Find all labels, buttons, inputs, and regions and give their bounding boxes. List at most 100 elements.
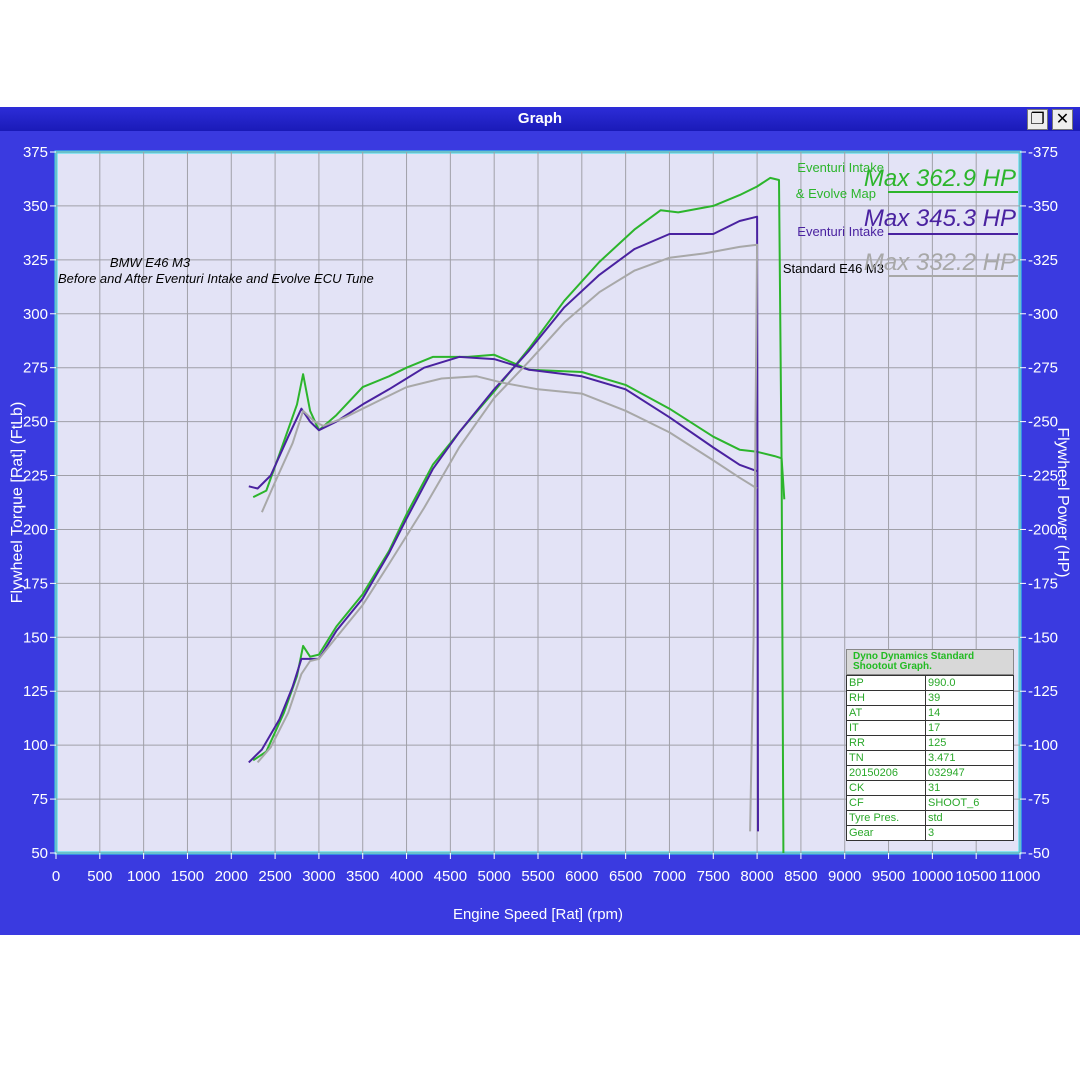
legend-max-1: Max 345.3 HP [864,205,1016,232]
y-left-tick-label: 125 [23,683,48,700]
info-value: std [925,810,1014,826]
x-tick-label: 2500 [258,868,291,885]
series-line-power-4 [256,243,759,832]
restore-window-icon[interactable]: ❐ [1027,109,1048,130]
x-tick-label: 8500 [784,868,817,885]
y-left-tick-label: 350 [23,198,48,215]
close-icon[interactable]: ✕ [1052,109,1073,130]
y-axis-left-label: Flywheel Torque [Rat] (FtLb) [9,402,26,604]
y-axis-right-ticks: -50 -75 -100 -125 -150 -175 -200 -225 -250 -275 -3… [1020,144,1058,862]
y-right-tick-label: -150 [1028,629,1058,646]
info-row: IT 17 [846,720,1014,736]
info-value: 3.471 [925,750,1014,766]
y-right-tick-label: -50 [1028,845,1050,862]
y-right-tick-label: -300 [1028,306,1058,323]
info-key: RR [846,735,926,751]
info-value: SHOOT_6 [925,795,1014,811]
x-tick-label: 0 [52,868,60,885]
legend-label-1: Eventuri Intake [797,224,884,239]
x-tick-label: 7500 [697,868,730,885]
y-right-tick-label: -200 [1028,521,1058,538]
chart-subtitle: Before and After Eventuri Intake and Evo… [58,271,374,286]
y-right-tick-label: -250 [1028,414,1058,431]
series-line-torque-5 [260,375,758,513]
y-right-tick-label: -325 [1028,252,1058,269]
y-left-tick-label: 250 [23,414,48,431]
info-key: CK [846,780,926,796]
window-titlebar[interactable]: Graph ❐ ✕ [0,107,1080,131]
info-key: IT [846,720,926,736]
info-key: RH [846,690,926,706]
info-box-header: Dyno Dynamics Standard Shootout Graph. [846,649,1014,675]
info-row: RR 125 [846,735,1014,751]
info-key: CF [846,795,926,811]
x-tick-label: 5500 [521,868,554,885]
y-left-tick-label: 175 [23,575,48,592]
y-left-tick-label: 225 [23,468,48,485]
info-key: Tyre Pres. [846,810,926,826]
x-tick-label: 7000 [653,868,686,885]
info-key: AT [846,705,926,721]
x-tick-label: 4500 [434,868,467,885]
y-left-tick-label: 50 [31,845,48,862]
info-value: 31 [925,780,1014,796]
window-title: Graph [517,110,563,127]
info-row: CF SHOOT_6 [846,795,1014,811]
x-tick-label: 11000 [1000,868,1041,885]
info-key: 20150206 [846,765,926,781]
legend-max-2: Max 332.2 HP [864,249,1016,276]
series-lines [248,176,786,854]
info-value: 39 [925,690,1014,706]
info-row: CK 31 [846,780,1014,796]
x-tick-label: 1500 [171,868,204,885]
info-row: AT 14 [846,705,1014,721]
x-tick-label: 10500 [955,868,997,885]
y-right-tick-label: -375 [1028,144,1058,161]
x-tick-label: 500 [87,868,112,885]
info-value: 14 [925,705,1014,721]
y-axis-right-label: Flywheel Power (HP) [1054,427,1071,577]
info-value: 990.0 [925,675,1014,691]
info-key: TN [846,750,926,766]
info-value: 17 [925,720,1014,736]
y-left-tick-label: 275 [23,360,48,377]
x-tick-label: 2000 [215,868,248,885]
series-line-power-0 [252,176,785,854]
y-left-tick-label: 375 [23,144,48,161]
chart-title: BMW E46 M3 [110,255,191,270]
info-row: BP 990.0 [846,675,1014,691]
x-axis-ticks: 0 500 1000 1500 2000 2500 3000 3500 4000 4500 5000… [52,853,1040,885]
x-tick-label: 1000 [127,868,160,885]
x-tick-label: 3500 [346,868,379,885]
dyno-info-box: Dyno Dynamics Standard Shootout Graph. B… [846,649,1014,841]
y-left-tick-label: 300 [23,306,48,323]
series-line-power-2 [248,215,759,832]
series-line-torque-3 [248,355,758,490]
y-right-tick-label: -125 [1028,683,1058,700]
x-tick-label: 3000 [302,868,335,885]
x-tick-label: 6000 [565,868,598,885]
info-key: Gear [846,825,926,841]
info-key: BP [846,675,926,691]
series-line-torque-1 [252,353,786,500]
x-tick-label: 9500 [872,868,905,885]
x-tick-label: 4000 [390,868,423,885]
y-right-tick-label: -100 [1028,737,1058,754]
y-right-tick-label: -225 [1028,468,1058,485]
info-value: 032947 [925,765,1014,781]
x-tick-label: 8000 [740,868,773,885]
y-right-tick-label: -275 [1028,360,1058,377]
x-tick-label: 9000 [828,868,861,885]
info-row: Tyre Pres. std [846,810,1014,826]
y-left-tick-label: 200 [23,521,48,538]
info-value: 125 [925,735,1014,751]
y-axis-left-ticks: 50 75 100 125 150 175 200 225 250 275 300 325 350 375 [23,144,56,862]
x-tick-label: 10000 [912,868,954,885]
info-table: BP 990.0 RH 39 AT 14 IT 17 RR 125 TN 3.471 20150206 0… [846,675,1014,841]
legend-max-0: Max 362.9 HP [864,165,1016,192]
x-tick-label: 5000 [477,868,510,885]
legend-label-2: Standard E46 M3 [783,261,884,276]
info-value: 3 [925,825,1014,841]
